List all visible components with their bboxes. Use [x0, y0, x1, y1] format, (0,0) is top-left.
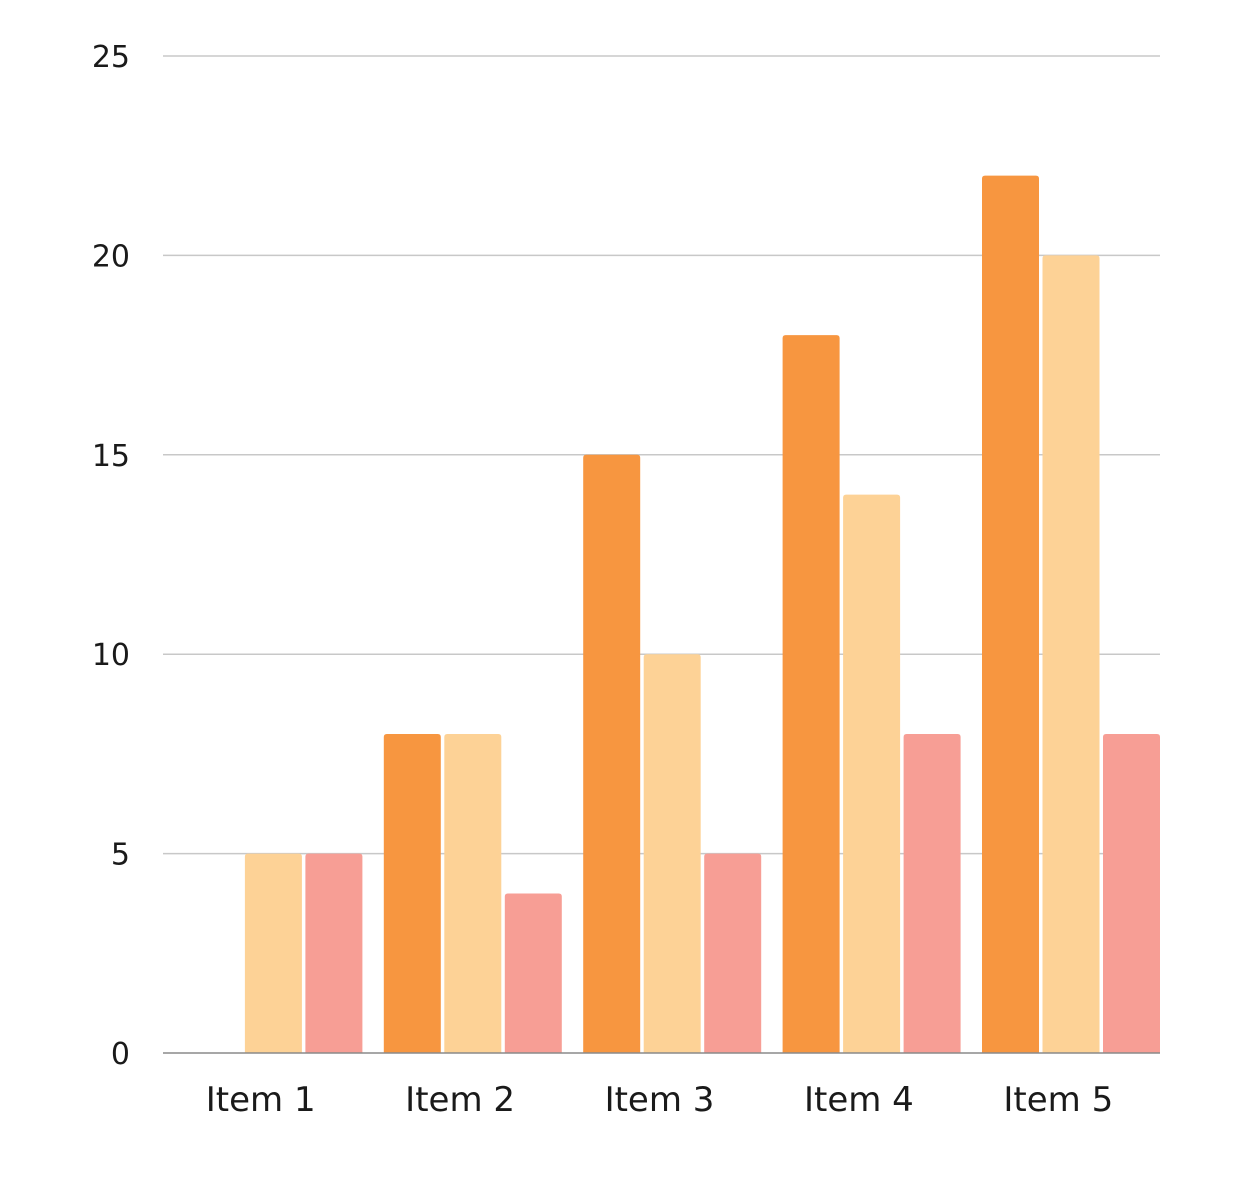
x-tick-label: Item 4 [804, 1080, 914, 1120]
bar-item-5-series-1 [982, 175, 1039, 1053]
bar-item-5-series-2 [1042, 255, 1100, 1053]
y-tick-label: 5 [111, 838, 130, 873]
y-tick-label: 15 [92, 439, 130, 474]
bar-item-5-series-3 [1103, 733, 1160, 1053]
y-tick-label: 20 [92, 239, 130, 274]
y-tick-label: 25 [92, 40, 130, 75]
x-tick-label: Item 1 [206, 1080, 316, 1120]
bar-item-1-series-3 [305, 853, 363, 1053]
x-tick-label: Item 5 [1003, 1080, 1113, 1120]
bar-item-3-series-3 [704, 853, 762, 1053]
bar-item-4-series-1 [782, 335, 840, 1053]
x-tick-label: Item 3 [605, 1080, 715, 1120]
bar-item-3-series-1 [583, 454, 641, 1053]
bar-item-1-series-2 [244, 853, 302, 1053]
y-tick-label: 10 [92, 638, 130, 673]
x-tick-label: Item 2 [405, 1080, 515, 1120]
bar-item-2-series-2 [444, 733, 502, 1053]
bar-item-2-series-1 [383, 733, 441, 1053]
bars [244, 175, 1160, 1053]
bar-item-2-series-3 [504, 893, 562, 1053]
y-tick-label: 0 [111, 1037, 130, 1072]
bar-item-3-series-2 [643, 654, 701, 1053]
bar-item-4-series-2 [843, 494, 901, 1053]
bar-item-4-series-3 [903, 733, 961, 1053]
axes: 0 5 10 15 20 25 Item 1 Item 2 Item 3 Item 4 Item 5 [92, 40, 1160, 1120]
